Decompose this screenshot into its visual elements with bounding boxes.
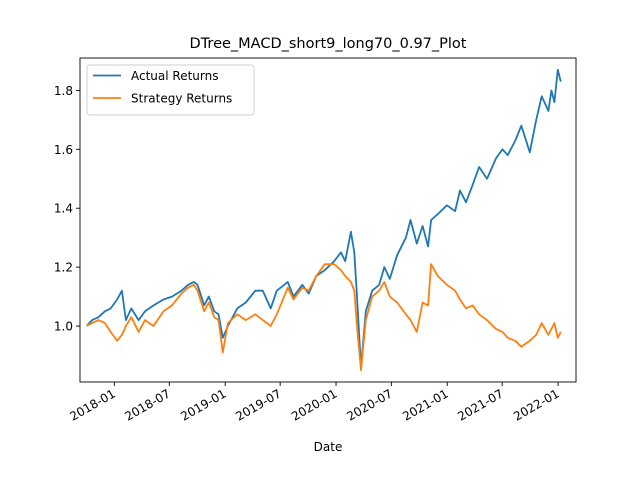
x-tick-label: 2019-07 bbox=[233, 386, 283, 423]
legend: Actual Returns Strategy Returns bbox=[86, 64, 255, 116]
legend-label-actual-returns: Actual Returns bbox=[131, 69, 218, 83]
x-tick-label: 2018-01 bbox=[67, 386, 117, 423]
y-tick-label: 1.8 bbox=[54, 84, 73, 98]
x-tick-label: 2022-01 bbox=[511, 386, 561, 423]
y-tick-label: 1.0 bbox=[54, 320, 73, 334]
x-axis-title: Date bbox=[314, 440, 343, 454]
y-axis: 1.0 1.2 1.4 1.6 1.8 bbox=[54, 84, 80, 334]
series-line-actual-returns bbox=[86, 68, 562, 369]
y-tick-label: 1.2 bbox=[54, 261, 73, 275]
x-axis: 2018-01 2018-07 2019-01 2019-07 2020-01 2020-… bbox=[67, 382, 562, 424]
plot-area bbox=[86, 68, 562, 372]
legend-frame bbox=[86, 64, 255, 116]
y-tick-label: 1.4 bbox=[54, 202, 73, 216]
plot-frame bbox=[79, 57, 577, 383]
series-line-strategy-returns bbox=[86, 263, 562, 372]
x-tick-label: 2020-01 bbox=[289, 386, 339, 423]
x-tick-label: 2020-07 bbox=[344, 386, 394, 423]
x-tick-label: 2018-07 bbox=[122, 386, 172, 423]
x-tick-label: 2019-01 bbox=[178, 386, 228, 423]
chart-title: DTree_MACD_short9_long70_0.97_Plot bbox=[190, 36, 467, 52]
x-tick-label: 2021-07 bbox=[455, 386, 505, 423]
legend-label-strategy-returns: Strategy Returns bbox=[131, 92, 232, 106]
y-tick-label: 1.6 bbox=[54, 143, 73, 157]
x-tick-label: 2021-01 bbox=[400, 386, 450, 423]
